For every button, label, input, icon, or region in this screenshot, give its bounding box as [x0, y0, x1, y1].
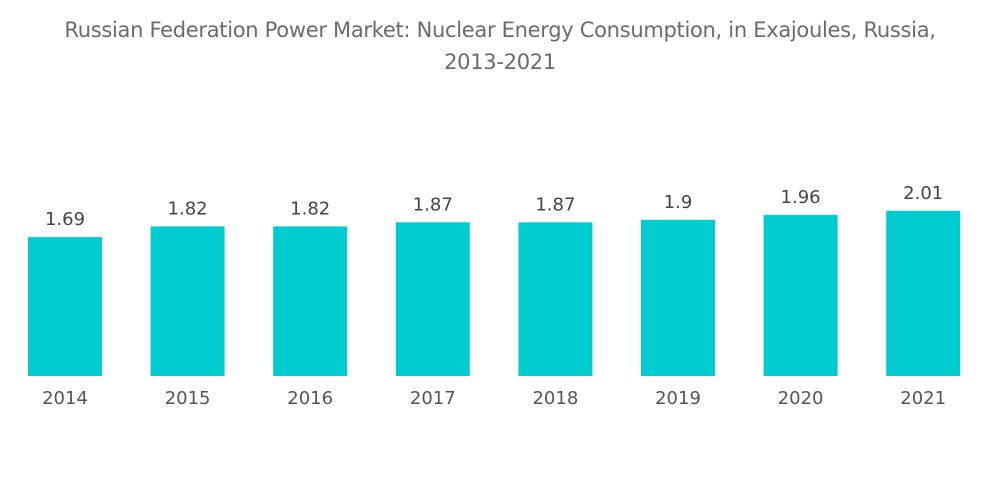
x-axis-ticks-group: 2014 2015 2016 2017 2018 2019 2020 2021 — [42, 388, 946, 409]
x-tick-label-2018: 2018 — [532, 388, 578, 409]
data-label-2020: 1.96 — [781, 187, 821, 208]
data-label-2015: 1.82 — [168, 198, 208, 219]
bars-group — [28, 210, 961, 376]
bar-2014 — [28, 237, 102, 376]
x-tick-label-2020: 2020 — [778, 388, 824, 409]
data-label-2018: 1.87 — [535, 194, 575, 215]
x-tick-label-2019: 2019 — [655, 388, 701, 409]
bar-2015 — [150, 226, 225, 376]
chart-title: Russian Federation Power Market: Nuclear… — [0, 14, 1000, 78]
data-label-2021: 2.01 — [903, 183, 943, 204]
x-tick-label-2021: 2021 — [900, 388, 946, 409]
data-label-2019: 1.9 — [664, 192, 693, 213]
x-tick-label-2014: 2014 — [42, 388, 88, 409]
bar-2017 — [395, 222, 470, 376]
chart-title-line-1: Russian Federation Power Market: Nuclear… — [64, 18, 936, 42]
x-tick-label-2016: 2016 — [287, 388, 333, 409]
bar-2021 — [886, 210, 961, 376]
bar-2018 — [518, 222, 593, 376]
x-tick-label-2017: 2017 — [410, 388, 456, 409]
data-label-2014: 1.69 — [45, 209, 85, 230]
data-labels-group: 1.69 1.82 1.82 1.87 1.87 1.9 1.96 2.01 — [45, 183, 943, 230]
bar-2016 — [273, 226, 348, 376]
data-label-2017: 1.87 — [413, 194, 453, 215]
bar-2020 — [763, 214, 838, 376]
bar-2019 — [641, 219, 715, 376]
chart-title-line-2: 2013-2021 — [444, 50, 556, 74]
data-label-2016: 1.82 — [290, 198, 330, 219]
x-tick-label-2015: 2015 — [165, 388, 211, 409]
